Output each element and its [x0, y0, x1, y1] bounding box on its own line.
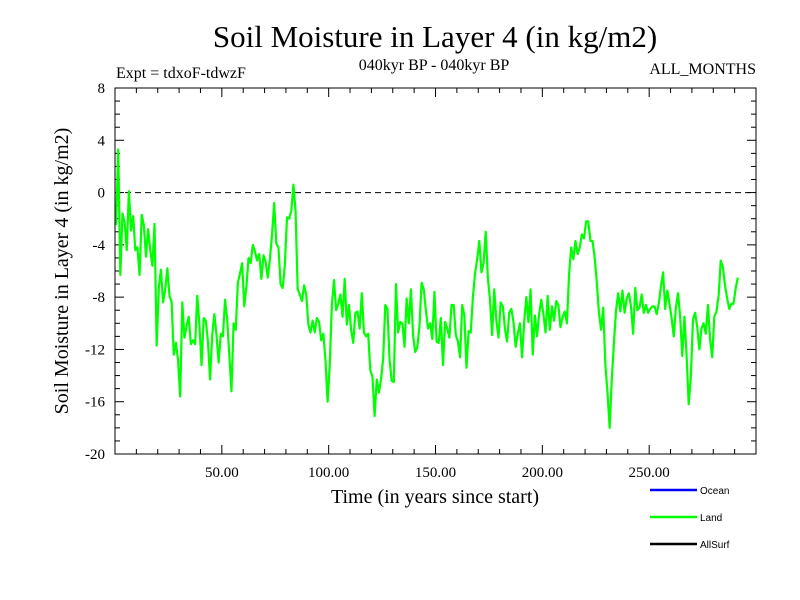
- y-tick-label: -16: [85, 395, 105, 411]
- y-tick-label: -20: [85, 447, 105, 463]
- x-tick-label: 150.00: [415, 465, 456, 481]
- x-tick-labels: 50.00 100.00 150.00 200.00 250.00: [205, 465, 670, 481]
- legend: Ocean Land AllSurf: [650, 486, 730, 551]
- plot-area: [114, 87, 757, 455]
- chart-subtitle-left: Expt = tdxoF-tdwzF: [116, 65, 246, 82]
- legend-label-land: Land: [700, 513, 722, 524]
- x-axis-ticks: [135, 88, 736, 454]
- y-tick-label: 4: [98, 133, 106, 149]
- y-tick-label: -12: [85, 342, 105, 358]
- chart-subtitle-center: 040kyr BP - 040kyr BP: [359, 57, 510, 74]
- chart-title: Soil Moisture in Layer 4 (in kg/m2): [213, 19, 657, 54]
- x-tick-label: 250.00: [629, 465, 670, 481]
- legend-label-ocean: Ocean: [700, 486, 729, 497]
- series-layer: [114, 148, 739, 429]
- x-tick-label: 50.00: [205, 465, 239, 481]
- y-tick-label: 8: [98, 81, 106, 97]
- x-axis-label: Time (in years since start): [331, 486, 539, 508]
- legend-label-allsurf: AllSurf: [700, 540, 730, 551]
- x-tick-label: 200.00: [522, 465, 563, 481]
- y-tick-labels: 8 4 0 -4 -8 -12 -16 -20: [85, 81, 106, 463]
- y-tick-label: -4: [93, 238, 106, 254]
- y-axis-label: Soil Moisture in Layer 4 (in kg/m2): [51, 128, 73, 415]
- y-axis-ticks: [115, 100, 756, 442]
- y-tick-label: -8: [93, 290, 106, 306]
- series-line-land: [114, 148, 739, 429]
- y-tick-label: 0: [98, 186, 106, 202]
- chart-subtitle-right: ALL_MONTHS: [649, 61, 756, 78]
- x-tick-label: 100.00: [308, 465, 349, 481]
